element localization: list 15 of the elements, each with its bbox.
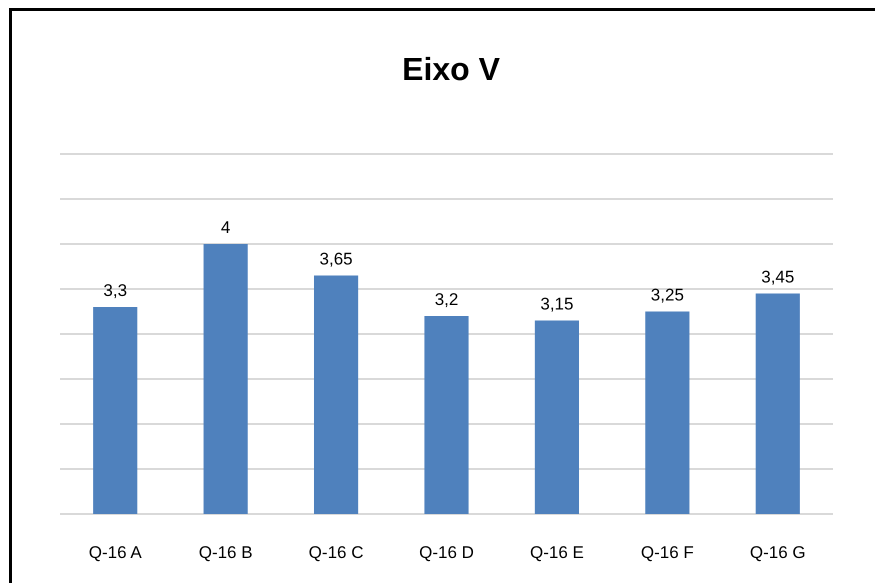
data-label: 4 [220,218,230,237]
x-tick-label: Q-16 E [530,543,584,562]
chart-title: Eixo V [402,51,501,87]
data-label: 3,65 [320,250,353,268]
data-label: 3,2 [434,290,458,309]
x-tick-label: Q-16 B [198,543,253,562]
x-tick-label: Q-16 G [750,543,806,562]
x-tick-label: Q-16 C [308,543,364,562]
x-tick-label: Q-16 D [419,543,474,562]
data-label: 3,3 [103,281,128,300]
data-label: 3,25 [650,286,684,304]
x-tick-label: Q-16 F [640,543,694,562]
data-label: 3,45 [761,268,794,286]
data-label: 3,15 [540,294,574,314]
x-tick-label: Q-16 A [88,543,142,562]
